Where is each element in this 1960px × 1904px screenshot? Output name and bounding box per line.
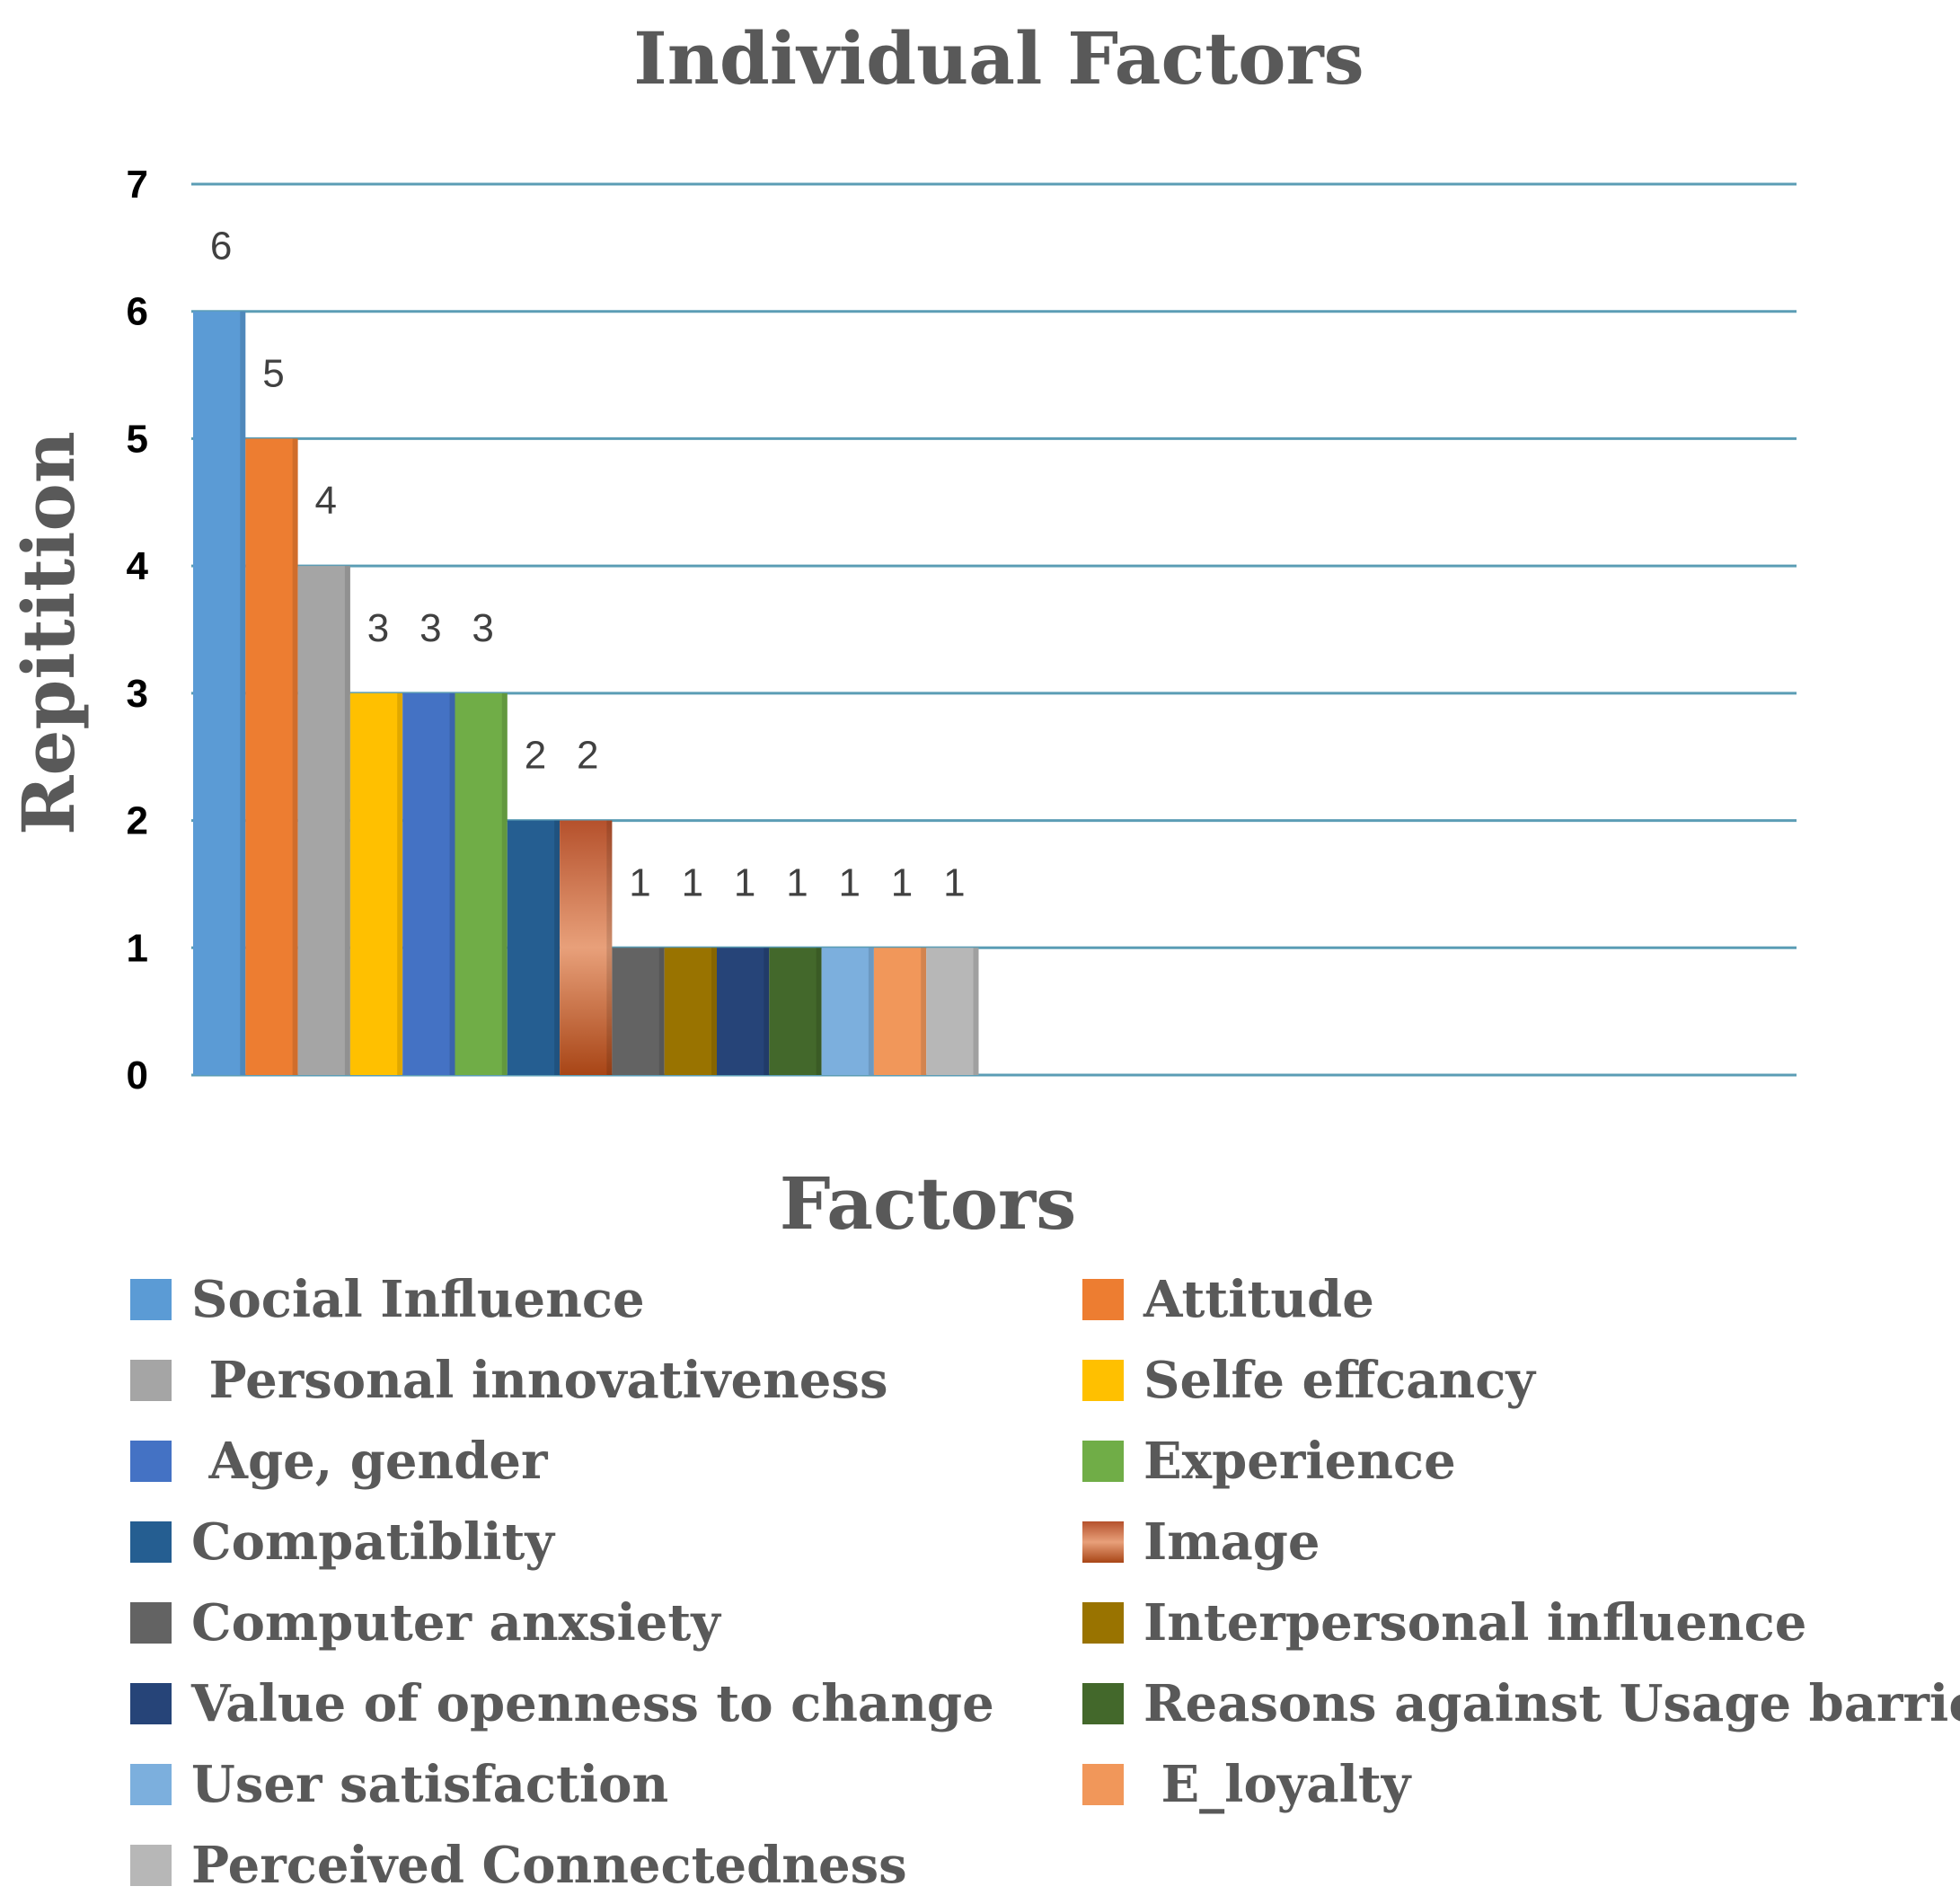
bar-6 — [507, 820, 561, 1075]
bar-shade-12 — [868, 948, 874, 1075]
legend-label-3: Selfe effcancy — [1143, 1351, 1536, 1410]
bar-7 — [560, 820, 613, 1075]
data-label-4: 3 — [419, 606, 441, 650]
bar-shade-11 — [816, 948, 822, 1075]
bar-shade-5 — [501, 692, 508, 1075]
bar-shade-0 — [240, 311, 246, 1075]
legend-label-11: Reasons against Usage barrier — [1143, 1674, 1960, 1733]
legend-label-5: Experience — [1143, 1432, 1456, 1491]
bar-shade-14 — [973, 948, 979, 1075]
y-tick-4: 4 — [127, 544, 149, 588]
legend-swatch-8 — [130, 1602, 172, 1644]
legend-swatch-4 — [130, 1441, 172, 1482]
legend-label-0: Social Influence — [191, 1270, 645, 1329]
legend-label-13: E_loyalty — [1143, 1755, 1412, 1814]
bar-1 — [245, 438, 298, 1075]
bar-5 — [455, 692, 508, 1075]
data-label-7: 2 — [577, 734, 598, 778]
bar-12 — [821, 948, 874, 1075]
y-tick-0: 0 — [127, 1053, 148, 1097]
bar-14 — [926, 948, 979, 1075]
data-label-6: 2 — [525, 734, 546, 778]
legend-swatch-3 — [1082, 1360, 1124, 1401]
bar-shade-7 — [606, 820, 613, 1075]
legend-swatch-12 — [130, 1764, 172, 1805]
y-axis-label: Repitition — [6, 431, 91, 835]
legend-label-4: Age, gender — [191, 1432, 549, 1491]
legend-swatch-6 — [130, 1521, 172, 1563]
data-label-2: 4 — [315, 479, 337, 523]
data-label-0: 6 — [210, 225, 232, 269]
data-label-9: 1 — [682, 860, 703, 904]
y-tick-2: 2 — [127, 799, 148, 843]
bar-11 — [769, 948, 822, 1075]
legend-swatch-1 — [1082, 1279, 1124, 1320]
legend-swatch-0 — [130, 1279, 172, 1320]
bar-shade-4 — [449, 692, 455, 1075]
legend-label-2: Personal innovativeness — [191, 1351, 887, 1410]
bar-2 — [297, 566, 350, 1075]
legend-label-10: Value of openness to change — [190, 1674, 994, 1733]
data-label-1: 5 — [262, 351, 284, 395]
legend-label-9: Interpersonal influence — [1143, 1593, 1806, 1653]
legend-swatch-7 — [1082, 1521, 1124, 1563]
legend-swatch-2 — [130, 1360, 172, 1401]
bar-shade-1 — [292, 438, 298, 1075]
data-label-5: 3 — [472, 606, 493, 650]
bar-shade-6 — [554, 820, 561, 1075]
legend-label-12: User satisfaction — [191, 1755, 668, 1814]
data-label-12: 1 — [839, 860, 861, 904]
legend-swatch-11 — [1082, 1683, 1124, 1724]
bar-10 — [717, 948, 770, 1075]
data-label-11: 1 — [786, 860, 808, 904]
legend-swatch-13 — [1082, 1764, 1124, 1805]
y-tick-6: 6 — [127, 290, 148, 334]
bar-8 — [612, 948, 665, 1075]
y-tick-1: 1 — [127, 926, 148, 970]
bar-shade-2 — [344, 566, 350, 1075]
data-label-3: 3 — [367, 606, 389, 650]
bar-shade-9 — [711, 948, 717, 1075]
legend: Social Influence Attitude Personal innova… — [130, 1270, 1960, 1895]
legend-label-14: Perceived Connectedness — [191, 1836, 907, 1895]
bar-shade-3 — [397, 692, 403, 1075]
x-axis-label: Factors — [780, 1161, 1076, 1246]
legend-swatch-14 — [130, 1845, 172, 1886]
y-tick-5: 5 — [127, 417, 148, 461]
chart-title: Individual Factors — [633, 16, 1364, 101]
data-label-13: 1 — [891, 860, 913, 904]
legend-label-1: Attitude — [1143, 1270, 1374, 1329]
data-label-10: 1 — [734, 860, 755, 904]
data-label-14: 1 — [943, 860, 965, 904]
bar-3 — [349, 692, 403, 1075]
bars — [193, 311, 979, 1075]
y-axis-ticks: 0 1 2 3 4 5 6 7 — [127, 163, 149, 1097]
bar-0 — [193, 311, 246, 1075]
legend-swatch-9 — [1082, 1602, 1124, 1644]
legend-swatch-5 — [1082, 1441, 1124, 1482]
legend-swatch-10 — [130, 1683, 172, 1724]
y-tick-3: 3 — [127, 672, 148, 716]
bar-shade-8 — [658, 948, 665, 1075]
bar-13 — [873, 948, 927, 1075]
data-label-8: 1 — [629, 860, 650, 904]
legend-label-8: Computer anxsiety — [191, 1593, 721, 1653]
bar-shade-10 — [764, 948, 770, 1075]
legend-label-6: Compatiblity — [191, 1512, 555, 1572]
bar-shade-13 — [921, 948, 927, 1075]
legend-label-7: Image — [1143, 1512, 1320, 1572]
y-tick-7: 7 — [127, 163, 148, 207]
bar-4 — [402, 692, 455, 1075]
bar-9 — [664, 948, 717, 1075]
